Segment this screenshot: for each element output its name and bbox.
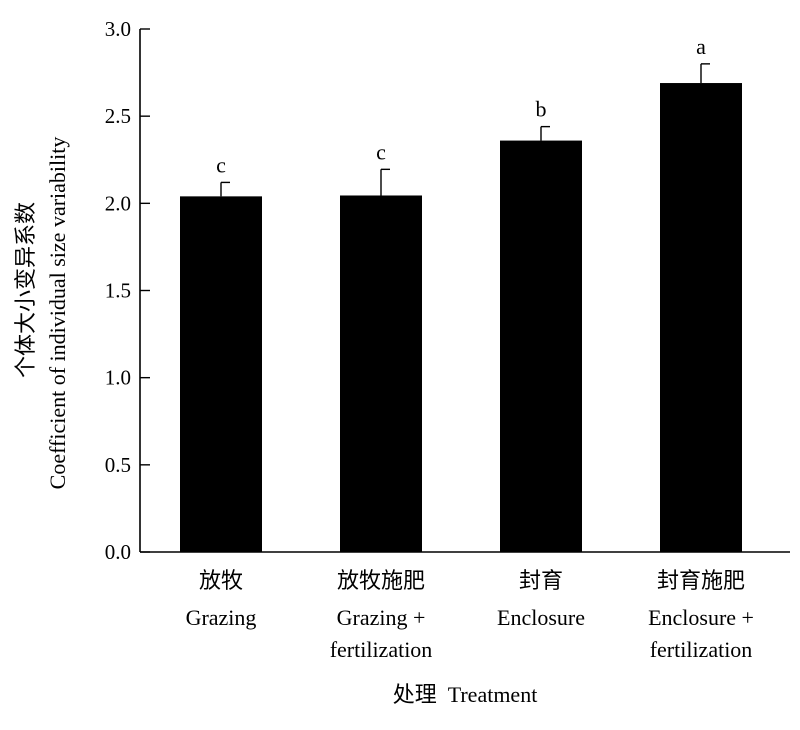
bar <box>340 195 422 552</box>
significance-label: a <box>696 34 706 59</box>
y-tick-label: 0.0 <box>105 540 131 564</box>
y-tick-label: 1.5 <box>105 279 131 303</box>
y-axis-title-en: Coefficient of individual size variabili… <box>45 137 70 490</box>
significance-label: c <box>216 152 226 177</box>
y-tick-label: 2.5 <box>105 104 131 128</box>
plot-area: 0.0 0.5 1.0 1.5 2.0 2.5 3.0 c 放牧 Grazing c 放牧施肥 Graz… <box>105 17 790 662</box>
y-tick-label: 3.0 <box>105 17 131 41</box>
bar <box>500 140 582 552</box>
category-label-zh: 放牧施肥 <box>337 568 425 593</box>
category-label-en: Grazing + <box>337 605 426 630</box>
category-label-en: fertilization <box>650 637 753 662</box>
category-label-en: Grazing <box>186 605 257 630</box>
category-label-en: Enclosure <box>497 605 585 630</box>
bar <box>660 83 742 552</box>
bar <box>180 196 262 553</box>
y-tick-label: 2.0 <box>105 191 131 215</box>
category-label-zh: 放牧 <box>199 568 243 593</box>
category-label-zh: 封育 <box>519 568 563 593</box>
x-axis-title: 处理 Treatment <box>393 682 538 707</box>
category-label-en: fertilization <box>330 637 433 662</box>
significance-label: c <box>376 139 386 164</box>
y-axis-title-zh: 个体大小变异系数 <box>13 202 38 378</box>
y-tick-label: 1.0 <box>105 366 131 390</box>
significance-label: b <box>536 97 547 122</box>
category-label-en: Enclosure + <box>648 605 754 630</box>
category-label-zh: 封育施肥 <box>657 568 745 593</box>
y-tick-label: 0.5 <box>105 453 131 477</box>
